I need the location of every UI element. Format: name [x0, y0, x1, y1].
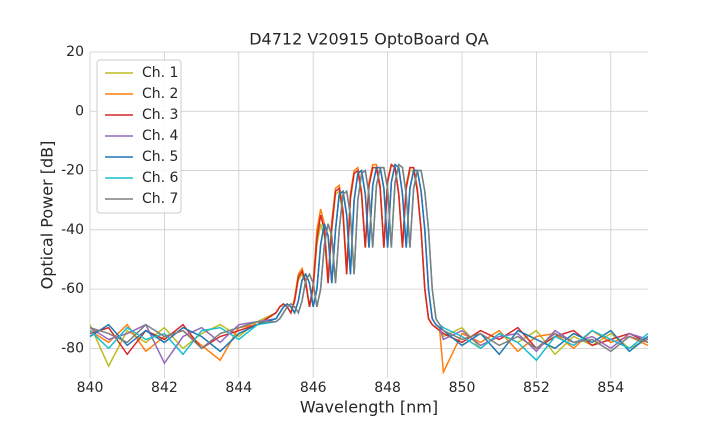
lines	[90, 163, 648, 375]
y-tick-label: -60	[61, 281, 84, 297]
chart-title: D4712 V20915 OptoBoard QA	[249, 30, 489, 49]
legend-box	[96, 59, 182, 214]
y-tick-label: -40	[61, 222, 84, 238]
x-tick-label: 840	[77, 380, 104, 396]
legend-label: Ch. 6	[142, 170, 179, 186]
legend-label: Ch. 7	[142, 191, 178, 207]
x-tick-label: 842	[151, 380, 178, 396]
x-tick-label: 854	[597, 380, 624, 396]
x-tick-label: 844	[225, 380, 252, 396]
x-tick-label: 852	[523, 380, 550, 396]
x-tick-label: 848	[374, 380, 401, 396]
legend-label: Ch. 4	[142, 128, 179, 144]
y-tick-label: 0	[75, 103, 84, 119]
x-tick-label: 846	[300, 380, 327, 396]
x-tick-label: 850	[449, 380, 476, 396]
series-line	[90, 163, 648, 356]
legend-label: Ch. 5	[142, 149, 178, 165]
y-axis-label: Optical Power [dB]	[38, 141, 57, 290]
legend-label: Ch. 1	[142, 65, 178, 81]
series-line	[90, 163, 648, 353]
plot-area	[90, 52, 648, 378]
legend: Ch. 1 Ch. 2 Ch. 3 Ch. 4 Ch. 5 Ch. 6 Ch. 7	[96, 59, 182, 214]
legend-label: Ch. 2	[142, 86, 178, 102]
y-tick-label: -80	[61, 340, 84, 356]
x-axis-label: Wavelength [nm]	[300, 398, 438, 417]
legend-label: Ch. 3	[142, 107, 178, 123]
y-tick-label: -20	[61, 163, 84, 179]
y-tick-label: 20	[66, 44, 84, 60]
